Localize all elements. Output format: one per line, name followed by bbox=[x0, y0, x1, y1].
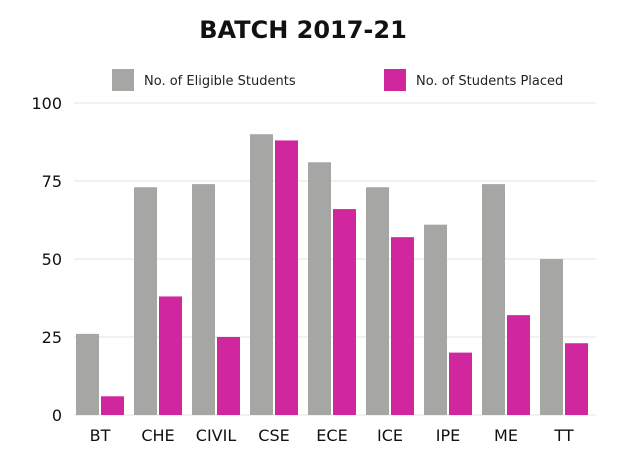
x-category-label: ECE bbox=[316, 426, 347, 445]
bar-bt-eligible bbox=[76, 333, 99, 415]
bar-cse-placed bbox=[275, 140, 298, 415]
bar-civil-placed bbox=[217, 337, 240, 415]
bar-che-eligible bbox=[134, 187, 157, 415]
bar-ice-placed bbox=[391, 237, 414, 415]
bar-ece-eligible bbox=[308, 162, 331, 415]
bars bbox=[76, 134, 588, 415]
bar-me-placed bbox=[507, 315, 530, 415]
legend-swatch-placed bbox=[384, 69, 406, 91]
bar-civil-eligible bbox=[192, 184, 215, 415]
bar-ipe-placed bbox=[449, 352, 472, 415]
y-tick-label: 0 bbox=[52, 406, 62, 425]
x-category-label: CIVIL bbox=[196, 426, 237, 445]
y-axis-ticks: 0 25 50 75 100 bbox=[31, 94, 62, 425]
y-tick-label: 100 bbox=[31, 94, 62, 113]
bar-ipe-eligible bbox=[424, 224, 447, 415]
y-tick-label: 50 bbox=[42, 250, 62, 269]
x-axis-categories: BT CHE CIVIL CSE ECE ICE IPE ME TT bbox=[90, 426, 574, 445]
legend: No. of Eligible Students No. of Students… bbox=[112, 69, 563, 91]
bar-tt-placed bbox=[565, 343, 588, 415]
x-category-label: TT bbox=[553, 426, 573, 445]
bar-che-placed bbox=[159, 296, 182, 415]
legend-label-eligible: No. of Eligible Students bbox=[144, 74, 296, 89]
chart-title: BATCH 2017-21 bbox=[199, 16, 407, 44]
legend-swatch-eligible bbox=[112, 69, 134, 91]
x-category-label: CSE bbox=[258, 426, 289, 445]
x-category-label: BT bbox=[90, 426, 111, 445]
bar-tt-eligible bbox=[540, 259, 563, 415]
x-category-label: ME bbox=[494, 426, 518, 445]
legend-label-placed: No. of Students Placed bbox=[416, 74, 563, 89]
y-tick-label: 75 bbox=[42, 172, 62, 191]
bar-me-eligible bbox=[482, 184, 505, 415]
x-category-label: ICE bbox=[377, 426, 403, 445]
bar-cse-eligible bbox=[250, 134, 273, 415]
x-category-label: IPE bbox=[436, 426, 460, 445]
x-category-label: CHE bbox=[141, 426, 174, 445]
bar-bt-placed bbox=[101, 396, 124, 415]
bar-ece-placed bbox=[333, 209, 356, 415]
bar-ice-eligible bbox=[366, 187, 389, 415]
y-tick-label: 25 bbox=[42, 328, 62, 347]
